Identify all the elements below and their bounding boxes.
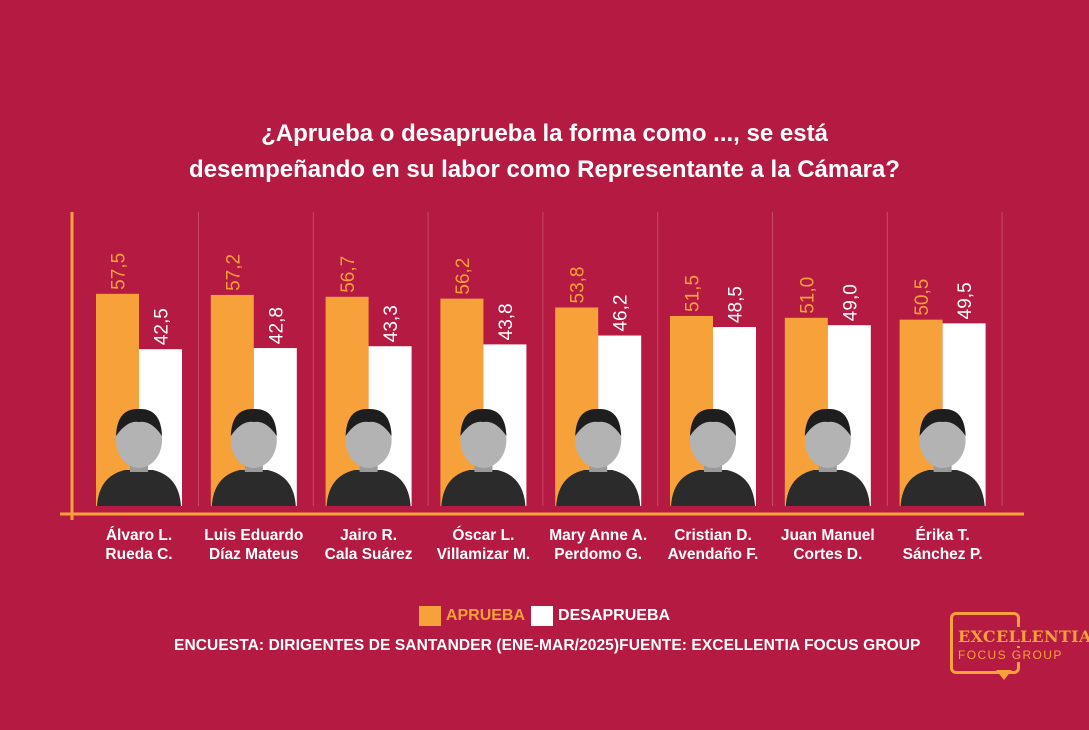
category-label: Álvaro L.	[106, 527, 172, 544]
value-label-aprueba: 53,8	[568, 266, 589, 303]
legend-swatch-desaprueba	[531, 606, 554, 626]
category-label: Cristian D.	[674, 527, 752, 544]
portrait-body	[326, 470, 411, 506]
portrait-hair	[230, 408, 277, 436]
portrait-body	[556, 470, 641, 506]
category-label: Avendaño F.	[668, 546, 759, 563]
portrait-body	[785, 470, 870, 506]
category-label: Óscar L.	[452, 526, 514, 544]
portrait-hair	[116, 408, 162, 436]
value-label-aprueba: 50,5	[912, 279, 933, 316]
value-label-desaprueba: 49,0	[840, 284, 861, 321]
portrait-head	[575, 412, 622, 468]
legend-label-desaprueba: DESAPRUEBA	[558, 607, 671, 624]
value-label-desaprueba: 42,5	[152, 308, 173, 345]
logo-bubble-tail	[996, 670, 1012, 680]
category-label: Cortes D.	[793, 546, 862, 563]
category-label: Perdomo G.	[554, 546, 642, 563]
category-label: Díaz Mateus	[209, 546, 299, 563]
value-label-aprueba: 51,0	[797, 277, 818, 314]
candidate-photo	[556, 408, 641, 506]
portrait-head	[919, 412, 966, 468]
candidate-photo	[441, 408, 526, 506]
value-label-desaprueba: 43,3	[381, 305, 402, 342]
portrait-body	[211, 470, 296, 506]
legend-item-aprueba: APRUEBA	[418, 606, 526, 626]
source-note: ENCUESTA: DIRIGENTES DE SANTANDER (ENE-M…	[174, 637, 921, 654]
portrait-hair	[804, 408, 851, 436]
candidate-photo	[97, 408, 181, 506]
portrait-body	[441, 470, 526, 506]
portrait-head	[804, 412, 851, 468]
candidate-photo	[671, 408, 755, 506]
candidate-photo	[900, 408, 985, 506]
legend-label-aprueba: APRUEBA	[445, 607, 526, 624]
value-label-desaprueba: 43,8	[496, 303, 517, 340]
chart-title-line-1: ¿Aprueba o desaprueba la forma como ...,…	[261, 120, 828, 147]
chart-title-line-2: desempeñando en su labor como Representa…	[189, 156, 900, 183]
portrait-head	[690, 412, 736, 468]
logo-text-line-2: FOCUS GROUP	[958, 648, 1065, 662]
legend: APRUEBA DESAPRUEBA	[0, 606, 1089, 626]
portrait-head	[230, 412, 277, 468]
category-label: Sánchez P.	[903, 546, 983, 563]
value-label-desaprueba: 49,5	[955, 282, 976, 319]
portrait-hair	[919, 408, 966, 436]
portrait-hair	[690, 408, 736, 436]
value-label-aprueba: 56,2	[453, 258, 474, 295]
legend-swatch-aprueba	[418, 606, 441, 626]
portrait-head	[345, 412, 392, 468]
portrait-body	[97, 470, 181, 506]
category-label: Rueda C.	[105, 546, 172, 563]
brand-logo: EXCELLENTIA FOCUS GROUP	[950, 612, 1089, 682]
candidate-photo	[211, 408, 296, 506]
portrait-body	[900, 470, 985, 506]
category-label: Juan Manuel	[781, 527, 875, 544]
portrait-hair	[575, 408, 622, 436]
category-label: Cala Suárez	[325, 546, 413, 563]
value-label-desaprueba: 46,2	[611, 295, 632, 332]
portrait-head	[460, 412, 507, 468]
category-label: Luis Eduardo	[204, 527, 303, 544]
value-label-aprueba: 56,7	[338, 256, 359, 293]
candidate-photo	[326, 408, 411, 506]
category-label: Mary Anne A.	[549, 527, 647, 544]
value-label-aprueba: 51,5	[683, 275, 704, 312]
legend-item-desaprueba: DESAPRUEBA	[531, 606, 670, 626]
candidate-photo	[785, 408, 870, 506]
category-label: Villamizar M.	[437, 546, 531, 563]
portrait-hair	[460, 408, 507, 436]
category-label: Érika T.	[915, 527, 969, 544]
portrait-hair	[345, 408, 392, 436]
value-label-aprueba: 57,2	[223, 254, 244, 291]
category-label: Jairo R.	[340, 527, 397, 544]
logo-text-line-1: EXCELLENTIA	[958, 627, 1089, 646]
value-label-desaprueba: 42,8	[266, 307, 287, 344]
portrait-body	[671, 470, 755, 506]
chart-title: ¿Aprueba o desaprueba la forma como ...,…	[0, 116, 1089, 188]
value-label-desaprueba: 48,5	[726, 286, 747, 323]
value-label-aprueba: 57,5	[109, 253, 130, 290]
portrait-head	[116, 412, 162, 468]
